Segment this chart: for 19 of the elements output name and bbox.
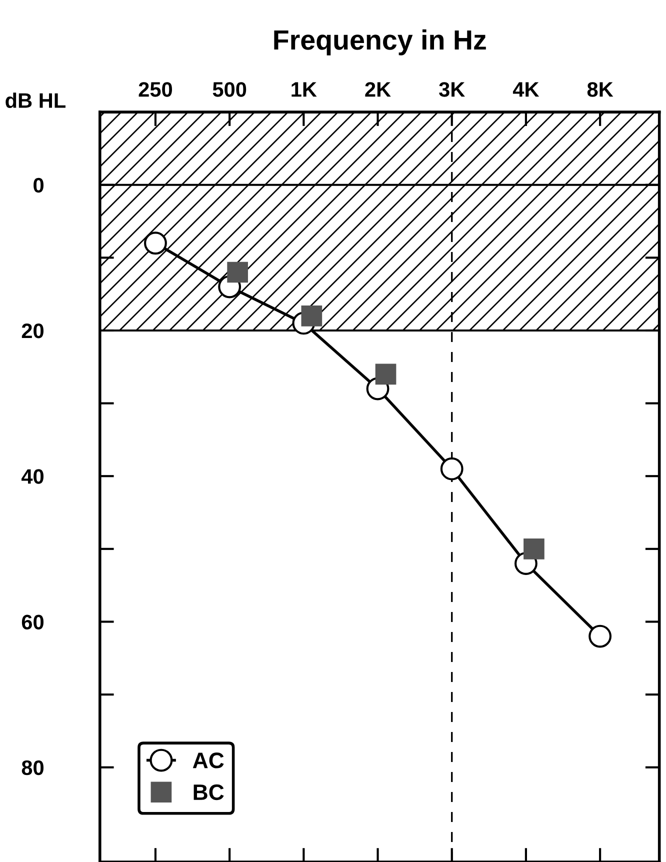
chart-title: Frequency in Hz xyxy=(274,29,486,56)
y-tick-label: 0 xyxy=(34,178,44,193)
legend-label: AC xyxy=(192,752,224,768)
y-axis-title: dB HL xyxy=(6,92,66,108)
y-tick-label: 60 xyxy=(22,614,44,630)
x-tick-label: 1K xyxy=(292,82,317,97)
point xyxy=(588,624,612,648)
x-tick-label: 500 xyxy=(212,82,246,97)
y-tick-label: 40 xyxy=(21,469,44,484)
x-tick-label: 2K xyxy=(365,82,391,97)
x-tick-label: 3K xyxy=(439,82,465,97)
legend-label: BC xyxy=(194,784,224,800)
x-tick-label: 250 xyxy=(138,82,172,97)
x-tick-label: 4K xyxy=(512,82,540,97)
point xyxy=(440,457,464,480)
y-tick-label: 20 xyxy=(22,323,44,338)
x-tick-label: 8K xyxy=(587,82,614,97)
point xyxy=(144,232,167,255)
y-tick-label: 80 xyxy=(22,760,44,776)
